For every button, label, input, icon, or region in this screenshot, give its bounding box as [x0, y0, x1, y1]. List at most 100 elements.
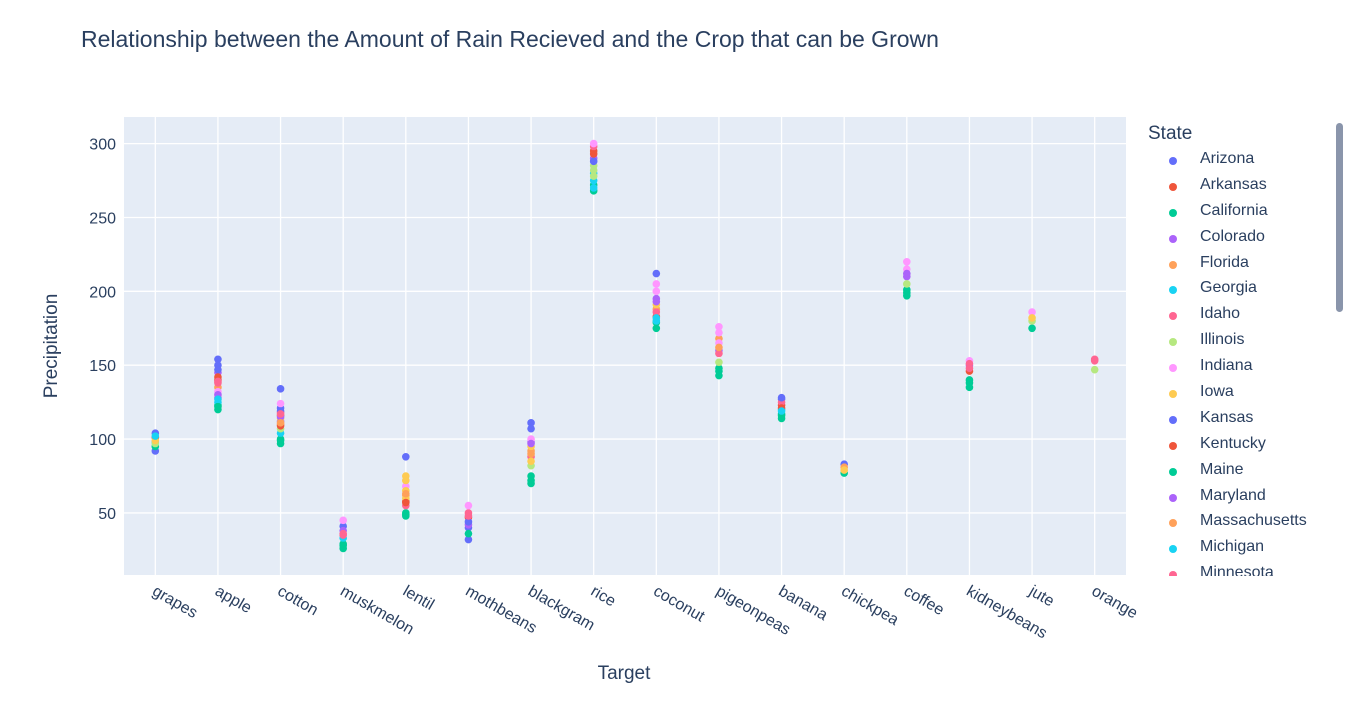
- legend-marker: [1169, 364, 1177, 373]
- data-point[interactable]: [214, 402, 222, 411]
- legend-label: California: [1200, 201, 1268, 219]
- data-point[interactable]: [214, 377, 222, 386]
- data-point[interactable]: [903, 280, 911, 288]
- x-tick-label: grapes: [149, 583, 200, 622]
- data-point[interactable]: [965, 359, 974, 368]
- data-point[interactable]: [715, 328, 723, 337]
- data-point[interactable]: [1028, 314, 1036, 322]
- legend-marker: [1169, 234, 1177, 243]
- legend-marker: [1169, 390, 1177, 399]
- legend-marker: [1169, 312, 1177, 321]
- data-point[interactable]: [652, 324, 661, 333]
- data-point[interactable]: [464, 529, 473, 538]
- legend-item[interactable]: Maryland: [1140, 486, 1340, 512]
- data-point[interactable]: [652, 308, 661, 316]
- legend-label: Arkansas: [1200, 175, 1267, 193]
- data-point[interactable]: [339, 516, 347, 525]
- legend-item[interactable]: Florida: [1140, 253, 1340, 279]
- legend-marker: [1169, 338, 1177, 347]
- data-point[interactable]: [402, 476, 410, 485]
- data-point[interactable]: [589, 184, 598, 192]
- legend-item[interactable]: Minnesota: [1140, 563, 1340, 576]
- x-tick-label: lentil: [400, 583, 437, 614]
- data-point[interactable]: [527, 476, 535, 485]
- data-point[interactable]: [589, 157, 598, 166]
- legend-item[interactable]: Iowa: [1140, 382, 1340, 408]
- data-point[interactable]: [965, 379, 974, 387]
- data-point[interactable]: [464, 512, 473, 520]
- data-point[interactable]: [777, 393, 786, 402]
- data-point[interactable]: [652, 280, 661, 288]
- data-point[interactable]: [589, 139, 598, 148]
- data-point[interactable]: [1090, 365, 1099, 374]
- data-point[interactable]: [402, 453, 410, 461]
- data-point[interactable]: [464, 518, 473, 526]
- legend-item[interactable]: Georgia: [1140, 278, 1340, 304]
- data-point[interactable]: [715, 343, 723, 352]
- data-point[interactable]: [652, 269, 661, 278]
- legend-item[interactable]: Indiana: [1140, 356, 1340, 382]
- data-point[interactable]: [276, 436, 285, 445]
- data-point[interactable]: [715, 367, 723, 375]
- data-point[interactable]: [527, 457, 535, 466]
- data-point[interactable]: [527, 439, 535, 448]
- data-point[interactable]: [1028, 308, 1036, 316]
- data-point[interactable]: [214, 355, 222, 364]
- legend-item[interactable]: Colorado: [1140, 227, 1340, 253]
- data-point[interactable]: [276, 410, 285, 418]
- data-point[interactable]: [903, 289, 911, 297]
- legend-item[interactable]: Arkansas: [1140, 175, 1340, 201]
- data-point[interactable]: [402, 489, 410, 498]
- data-point[interactable]: [214, 365, 222, 374]
- data-point[interactable]: [715, 322, 723, 331]
- x-axis-label: Target: [598, 663, 652, 684]
- plot-background: [124, 117, 1126, 575]
- legend-label: Idaho: [1200, 305, 1241, 323]
- legend-item[interactable]: Kentucky: [1140, 434, 1340, 460]
- data-point[interactable]: [339, 531, 347, 539]
- x-tick-label: apple: [212, 583, 254, 617]
- data-point[interactable]: [214, 395, 222, 403]
- legend-marker: [1169, 182, 1177, 191]
- legend-marker: [1169, 545, 1177, 554]
- data-point[interactable]: [652, 314, 661, 322]
- data-point[interactable]: [1028, 324, 1036, 333]
- data-point[interactable]: [652, 297, 661, 306]
- legend-scrollbar[interactable]: [1336, 123, 1343, 312]
- legend-label: Iowa: [1200, 383, 1234, 401]
- data-point[interactable]: [402, 510, 410, 519]
- data-point[interactable]: [589, 172, 598, 180]
- data-point[interactable]: [464, 535, 473, 544]
- data-point[interactable]: [589, 166, 598, 174]
- legend-item[interactable]: Kansas: [1140, 408, 1340, 434]
- data-point[interactable]: [589, 150, 598, 158]
- legend-item[interactable]: Michigan: [1140, 537, 1340, 563]
- data-point[interactable]: [652, 287, 661, 296]
- data-point[interactable]: [1090, 356, 1099, 365]
- data-point[interactable]: [151, 432, 160, 440]
- data-point[interactable]: [276, 399, 285, 408]
- legend-item[interactable]: Massachusetts: [1140, 511, 1340, 537]
- legend-item[interactable]: Maine: [1140, 460, 1340, 486]
- legend-marker: [1169, 208, 1177, 217]
- legend-item[interactable]: California: [1140, 201, 1340, 227]
- legend-item[interactable]: Arizona: [1140, 149, 1340, 175]
- data-point[interactable]: [276, 385, 285, 393]
- legend-label: Georgia: [1200, 279, 1257, 297]
- data-point[interactable]: [527, 419, 535, 427]
- legend-item[interactable]: Illinois: [1140, 330, 1340, 356]
- data-point[interactable]: [464, 501, 473, 510]
- data-point[interactable]: [840, 466, 848, 474]
- data-point[interactable]: [339, 541, 347, 550]
- data-point[interactable]: [527, 450, 535, 458]
- data-point[interactable]: [903, 257, 911, 266]
- legend-item[interactable]: Idaho: [1140, 304, 1340, 330]
- data-point[interactable]: [777, 407, 786, 415]
- data-point[interactable]: [903, 269, 911, 278]
- data-point[interactable]: [715, 358, 723, 367]
- data-point[interactable]: [276, 419, 285, 427]
- data-point[interactable]: [402, 498, 410, 507]
- x-tick-label: coconut: [650, 583, 708, 626]
- data-point[interactable]: [527, 424, 535, 433]
- data-point[interactable]: [715, 349, 723, 358]
